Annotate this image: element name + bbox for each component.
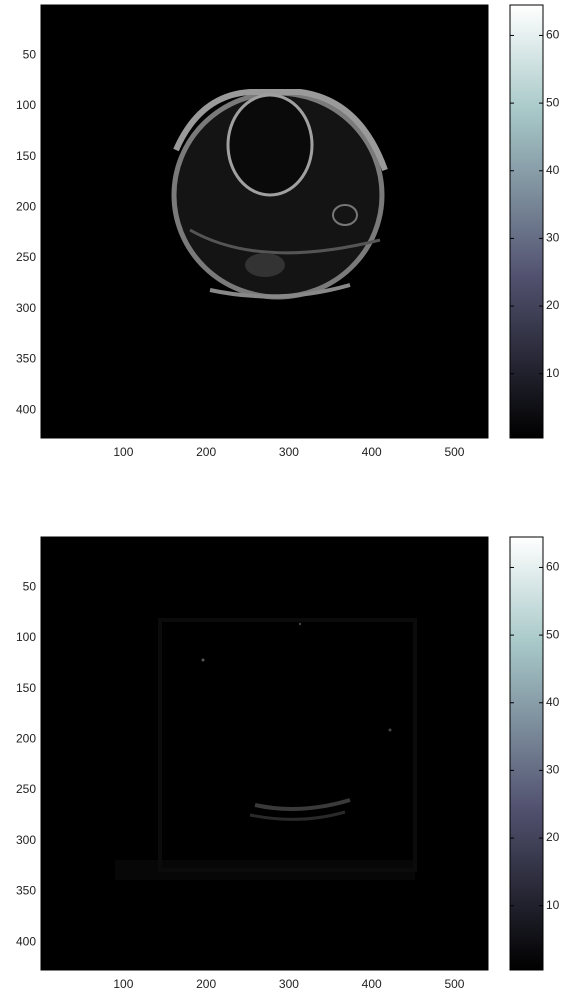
y-tick-label: 300: [16, 301, 36, 315]
colorbar: [509, 4, 544, 439]
y-tick-label: 150: [16, 681, 36, 695]
colorbar-tick-label: 20: [546, 830, 560, 844]
colorbar-tick-label: 40: [546, 695, 560, 709]
y-tick-label: 150: [16, 149, 36, 163]
y-tick-label: 250: [16, 250, 36, 264]
y-tick-label: 300: [16, 833, 36, 847]
x-tick-label: 100: [113, 445, 133, 459]
x-tick-label: 500: [444, 445, 464, 459]
colorbar: [509, 536, 544, 971]
x-tick-label: 300: [279, 977, 299, 991]
y-tick-label: 250: [16, 782, 36, 796]
x-tick-label: 400: [362, 445, 382, 459]
y-tick-label: 100: [16, 630, 36, 644]
colorbar-tick-label: 40: [546, 163, 560, 177]
y-tick-label: 100: [16, 98, 36, 112]
colorbar-tick-label: 60: [546, 28, 560, 42]
colorbar-tick-label: 20: [546, 298, 560, 312]
y-tick-label: 200: [16, 199, 36, 213]
x-tick-label: 200: [196, 445, 216, 459]
image: [41, 537, 488, 970]
colorbar-tick-label: 60: [546, 560, 560, 574]
x-tick-label: 500: [444, 977, 464, 991]
y-tick-label: 400: [16, 402, 36, 416]
y-tick-label: 50: [23, 579, 37, 593]
colorbar-tick-label: 10: [546, 366, 560, 380]
y-tick-label: 50: [23, 47, 37, 61]
y-tick-label: 400: [16, 934, 36, 948]
x-tick-label: 100: [113, 977, 133, 991]
colorbar-tick-label: 10: [546, 898, 560, 912]
y-tick-label: 350: [16, 884, 36, 898]
image: [41, 5, 488, 438]
x-tick-label: 300: [279, 445, 299, 459]
colorbar-tick-label: 50: [546, 627, 560, 641]
y-tick-label: 200: [16, 731, 36, 745]
axes-frame: [40, 4, 489, 439]
colorbar-tick-label: 50: [546, 95, 560, 109]
x-tick-label: 400: [362, 977, 382, 991]
axes-frame: [40, 536, 489, 971]
x-tick-label: 200: [196, 977, 216, 991]
colorbar-tick-label: 30: [546, 763, 560, 777]
y-tick-label: 350: [16, 352, 36, 366]
colorbar-tick-label: 30: [546, 231, 560, 245]
